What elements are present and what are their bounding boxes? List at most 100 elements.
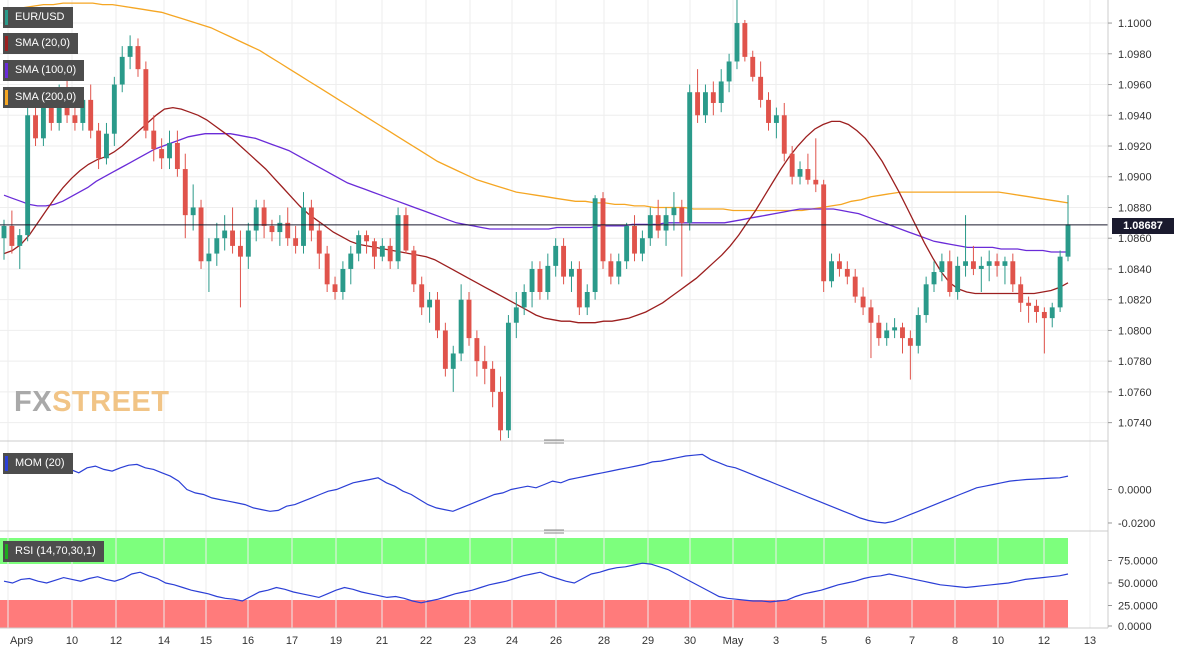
legend-sma100-label: SMA (100,0) xyxy=(15,64,77,76)
candle-body xyxy=(813,179,819,185)
rsi-line xyxy=(3,562,1069,604)
sma20-line xyxy=(3,106,1069,324)
candle-body xyxy=(222,230,228,239)
time-tick-label: 22 xyxy=(420,635,432,647)
candle-body xyxy=(797,169,803,177)
candle-body xyxy=(963,261,968,266)
time-tick-label: 10 xyxy=(992,635,1004,647)
candle-body xyxy=(1018,284,1024,303)
time-tick-label: 8 xyxy=(952,635,958,647)
candle xyxy=(821,179,827,292)
candle-body xyxy=(474,338,480,362)
price-tick-label: 1.0920 xyxy=(1118,141,1152,153)
candle-body xyxy=(198,207,204,262)
candle xyxy=(104,122,109,165)
candle-body xyxy=(569,268,574,277)
candle xyxy=(1010,253,1016,292)
legend-sma200[interactable]: SMA (200,0) xyxy=(3,87,85,108)
candle-body xyxy=(104,133,109,159)
candle xyxy=(167,130,172,170)
candle-body xyxy=(371,241,377,257)
candle xyxy=(931,261,937,292)
candle xyxy=(238,230,243,308)
time-tick-label: 23 xyxy=(464,635,476,647)
candle-body xyxy=(111,84,117,134)
candle-body xyxy=(1049,307,1055,319)
time-tick-label: 9 xyxy=(27,635,33,647)
candle-body xyxy=(978,265,984,269)
rsi-tick-label: 75.0000 xyxy=(1118,556,1158,568)
candle-body xyxy=(1026,302,1032,306)
candle xyxy=(1057,250,1063,312)
candle-body xyxy=(695,92,701,116)
legend-sma200-label: SMA (200,0) xyxy=(15,91,77,103)
candle xyxy=(364,230,369,254)
mom-panel-bg xyxy=(0,446,1108,528)
candle xyxy=(789,146,795,185)
candle-body xyxy=(324,253,330,285)
candle-body xyxy=(316,230,322,254)
legend-rsi[interactable]: RSI (14,70,30,1) xyxy=(3,541,104,562)
time-tick-label: May xyxy=(723,635,744,647)
rsi-axis: 75.0000 50.0000 25.0000 0.0000 xyxy=(1108,556,1158,633)
candle xyxy=(726,53,732,93)
candle xyxy=(261,199,267,239)
price-tick-label: 1.0960 xyxy=(1118,80,1152,92)
candle-body xyxy=(364,235,369,242)
candle xyxy=(742,19,748,62)
candle xyxy=(474,330,480,377)
candle xyxy=(293,225,299,254)
candle-body xyxy=(96,130,102,159)
candle-body xyxy=(915,315,921,346)
candle-body xyxy=(781,115,787,154)
candle xyxy=(458,284,464,362)
candle-body xyxy=(844,268,850,277)
panel-resize-handle-1[interactable] xyxy=(544,439,564,444)
time-tick-label: 14 xyxy=(158,635,170,647)
candle xyxy=(482,345,488,385)
candle xyxy=(608,253,614,285)
candle-body xyxy=(332,284,338,292)
legend-instrument[interactable]: EUR/USD xyxy=(3,7,73,28)
candle-body xyxy=(561,245,567,277)
candle xyxy=(135,38,141,77)
candle xyxy=(387,238,393,269)
candle-body xyxy=(269,225,275,233)
candle xyxy=(182,153,188,239)
time-tick-label: 10 xyxy=(66,635,78,647)
time-tick-label: 12 xyxy=(110,635,122,647)
candle-body xyxy=(1002,261,1008,266)
candle xyxy=(734,0,740,70)
candle-body xyxy=(482,361,488,369)
candle xyxy=(750,50,756,82)
time-tick-label: 5 xyxy=(821,635,827,647)
panel-resize-handle-2[interactable] xyxy=(544,529,564,534)
candle xyxy=(963,215,968,277)
time-tick-label: 24 xyxy=(506,635,518,647)
candle-body xyxy=(868,307,874,323)
candle xyxy=(655,199,661,239)
price-axis: 1.0740 1.0760 1.0780 1.0800 1.0820 1.0840 1.08… xyxy=(1108,18,1152,430)
candle-body xyxy=(1034,305,1039,312)
legend-mom-label: MOM (20) xyxy=(15,457,65,469)
candle-body xyxy=(624,225,630,262)
candle xyxy=(710,81,716,116)
candle-body xyxy=(986,261,992,266)
candle-body xyxy=(860,296,866,308)
legend-mom[interactable]: MOM (20) xyxy=(3,453,73,474)
fxstreet-logo: FXSTREET xyxy=(14,386,170,418)
candle xyxy=(316,222,322,269)
candle-body xyxy=(734,23,740,62)
legend-sma20[interactable]: SMA (20,0) xyxy=(3,33,79,54)
candle-body xyxy=(687,92,693,223)
legend-sma100[interactable]: SMA (100,0) xyxy=(3,60,85,81)
candle xyxy=(379,238,385,262)
time-tick-label: 3 xyxy=(773,635,779,647)
candle-body xyxy=(726,61,732,82)
candle xyxy=(569,261,574,292)
candle-body xyxy=(48,107,54,123)
candle xyxy=(119,46,125,93)
candle xyxy=(1049,302,1055,328)
time-tick-label: 16 xyxy=(242,635,254,647)
